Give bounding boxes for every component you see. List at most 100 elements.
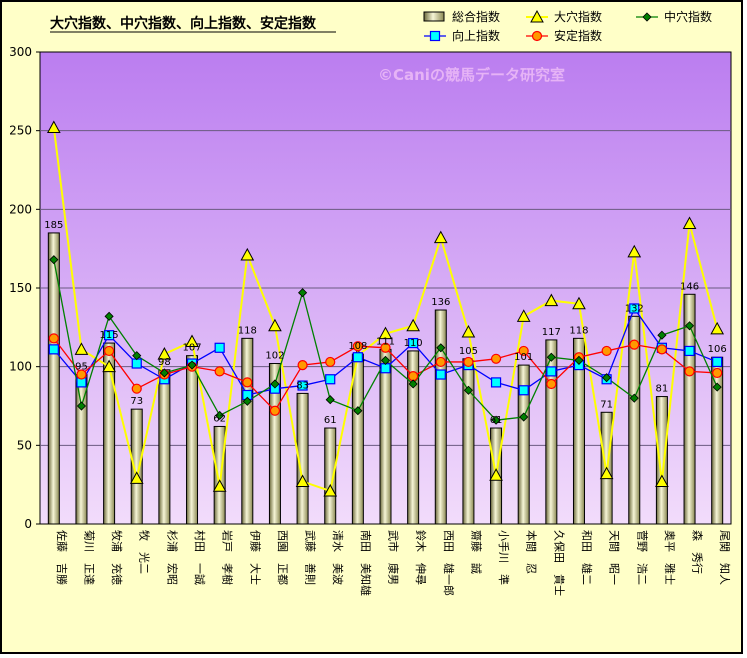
bar-17 xyxy=(517,364,530,525)
square-marker-11 xyxy=(352,352,363,363)
square-marker-0 xyxy=(48,344,59,355)
triangle-marker-13 xyxy=(406,318,420,332)
category-label: 森 秀行 xyxy=(691,530,705,574)
square-marker-18 xyxy=(546,366,557,377)
bar-value-label: 107 xyxy=(182,343,201,354)
bar-value-label: 115 xyxy=(100,330,119,341)
circle-marker-7 xyxy=(242,377,253,388)
circle-marker-20 xyxy=(601,345,612,357)
circle-marker-18 xyxy=(546,378,557,390)
legend-label: 総合指数 xyxy=(452,9,500,24)
triangle-marker-4 xyxy=(157,347,172,360)
bar-value-label: 118 xyxy=(238,325,257,336)
circle-marker-15 xyxy=(463,356,474,368)
diamond-marker-18 xyxy=(546,352,556,362)
category-label: 天間 昭一 xyxy=(608,530,621,585)
category-label: 菅野 浩二 xyxy=(635,530,648,585)
triangle-marker-24 xyxy=(710,321,725,335)
legend-label: 安定指数 xyxy=(554,28,602,43)
bar-14 xyxy=(434,309,447,525)
triangle-marker-5 xyxy=(185,334,199,347)
diamond-marker-9 xyxy=(298,288,308,298)
diamond-marker-3 xyxy=(132,351,142,361)
bar-value-label: 105 xyxy=(459,346,478,357)
bar-value-label: 118 xyxy=(569,325,588,336)
circle-marker-9 xyxy=(297,359,308,371)
circle-marker-6 xyxy=(214,366,225,377)
category-label: 西園 正都 xyxy=(276,530,289,585)
diamond-marker-11 xyxy=(353,406,363,416)
square-marker-12 xyxy=(380,363,391,374)
legend-marker-diamond xyxy=(642,12,652,22)
category-label: 小手川 準 xyxy=(497,530,511,585)
bar-24 xyxy=(711,356,724,525)
triangle-marker-18 xyxy=(544,293,559,307)
triangle-marker-0 xyxy=(46,120,61,134)
circle-marker-12 xyxy=(380,342,391,353)
legend-marker-triangle xyxy=(530,9,544,23)
triangle-marker-15 xyxy=(461,325,476,338)
circle-marker-22 xyxy=(656,344,668,355)
legend-label: 大穴指数 xyxy=(554,9,602,24)
category-label: 牧浦 充徳 xyxy=(110,530,124,585)
category-label: 武藤 善則 xyxy=(304,530,318,585)
circle-marker-11 xyxy=(352,341,363,352)
legend-marker-square xyxy=(429,30,441,42)
bar-value-label: 81 xyxy=(656,384,669,395)
category-label: 鈴木 伸尋 xyxy=(414,530,428,585)
circle-marker-3 xyxy=(131,383,142,394)
triangle-marker-1 xyxy=(74,342,89,355)
diamond-marker-0 xyxy=(49,255,59,265)
bar-18 xyxy=(545,339,558,525)
bar-value-label: 83 xyxy=(296,380,309,391)
diamond-marker-5 xyxy=(187,360,197,370)
category-label: 久保田 貴士 xyxy=(552,530,566,596)
bar-12 xyxy=(379,348,392,525)
bar-21 xyxy=(628,315,641,525)
square-marker-23 xyxy=(684,345,695,357)
triangle-marker-17 xyxy=(516,309,531,322)
circle-marker-8 xyxy=(269,405,281,416)
bar-1 xyxy=(75,374,88,525)
diamond-marker-15 xyxy=(463,385,473,395)
circle-marker-10 xyxy=(325,356,336,368)
diamond-marker-10 xyxy=(325,395,335,405)
square-marker-17 xyxy=(518,385,529,396)
diamond-marker-19 xyxy=(574,355,584,365)
bar-value-label: 101 xyxy=(514,352,533,363)
triangle-marker-6 xyxy=(212,479,227,492)
bar-value-label: 185 xyxy=(44,220,63,231)
diamond-marker-22 xyxy=(657,330,667,340)
legend-label: 向上指数 xyxy=(452,28,500,43)
square-marker-21 xyxy=(629,303,640,314)
bar-value-label: 61 xyxy=(490,415,503,426)
bar-value-label: 146 xyxy=(680,281,699,292)
triangle-marker-23 xyxy=(682,216,697,229)
bar-3 xyxy=(130,408,143,525)
diamond-marker-4 xyxy=(159,368,169,378)
category-label: 牧 光二 xyxy=(138,530,152,574)
category-label: 齋藤 誠 xyxy=(469,530,483,574)
circle-marker-0 xyxy=(48,333,59,344)
triangle-marker-19 xyxy=(572,296,586,310)
diamond-marker-2 xyxy=(104,311,114,321)
bar-value-label: 62 xyxy=(213,413,226,424)
legend-label: 中穴指数 xyxy=(664,9,712,24)
square-marker-2 xyxy=(103,330,115,341)
diamond-marker-1 xyxy=(76,401,87,411)
category-label: 伊藤 大士 xyxy=(248,530,262,585)
circle-marker-1 xyxy=(76,369,87,380)
triangle-marker-20 xyxy=(599,466,614,480)
circle-marker-13 xyxy=(408,371,419,382)
category-label: 杉浦 宏昭 xyxy=(165,530,179,585)
triangle-marker-2 xyxy=(102,359,116,373)
bar-value-label: 106 xyxy=(708,344,727,355)
category-label: 本間 忍 xyxy=(525,530,539,574)
category-label: 和田 雄二 xyxy=(580,530,594,585)
bar-value-label: 132 xyxy=(625,303,644,314)
watermark-text: ©Caniの競馬データ研究室 xyxy=(378,66,565,84)
diamond-marker-20 xyxy=(602,373,612,383)
bar-23 xyxy=(683,293,696,525)
circle-marker-24 xyxy=(712,367,723,379)
